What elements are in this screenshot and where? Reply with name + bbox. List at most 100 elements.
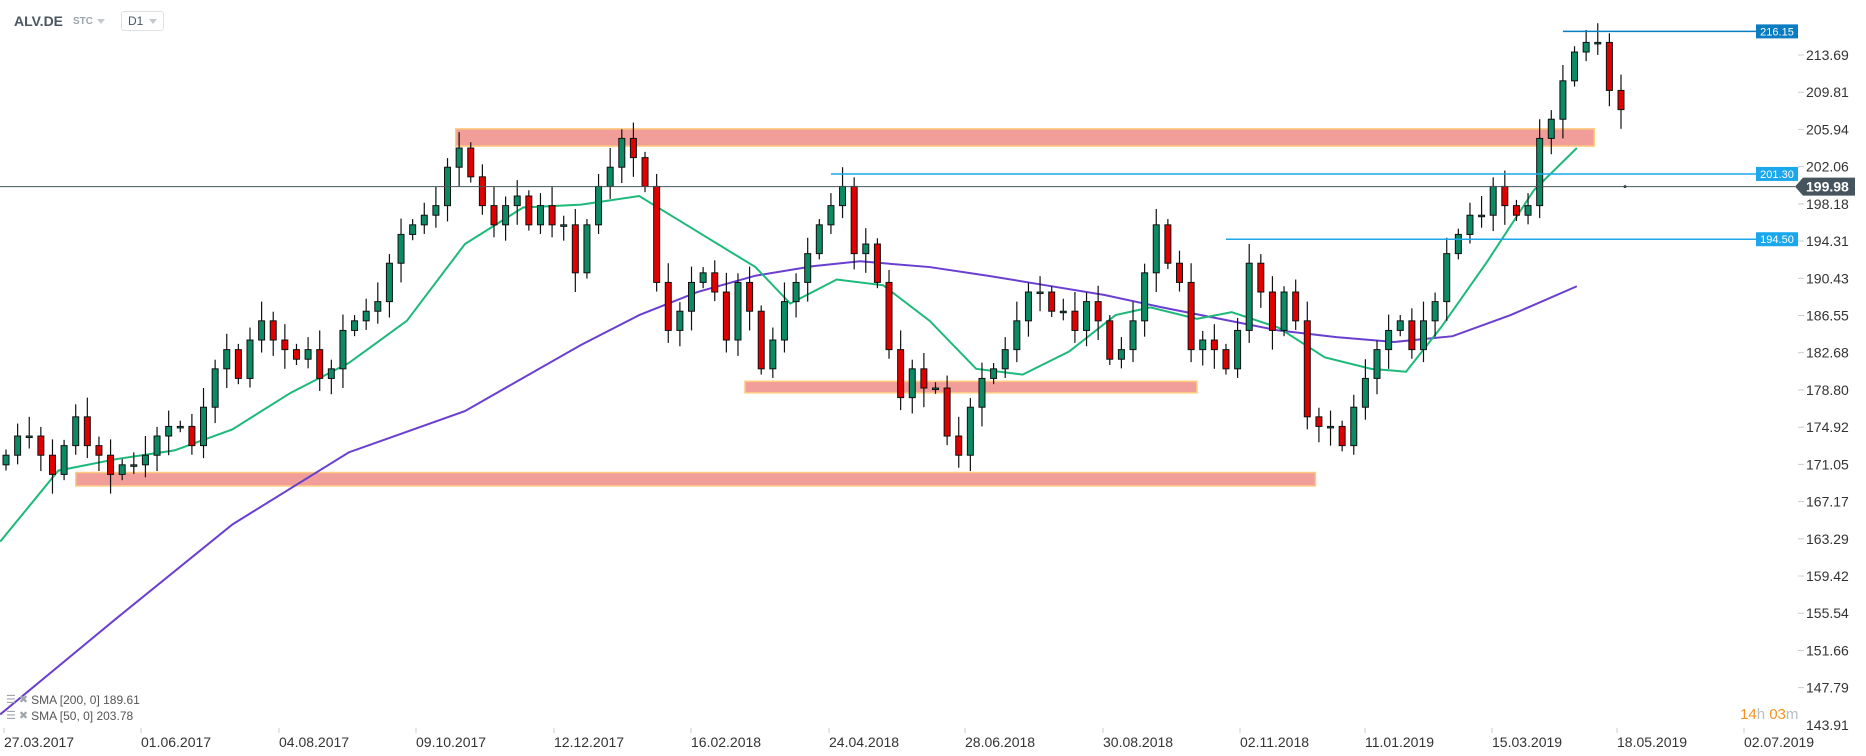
candle xyxy=(746,266,754,331)
candle-body xyxy=(1478,214,1486,218)
candle-body xyxy=(72,416,80,447)
candle-body xyxy=(1036,291,1044,295)
candle xyxy=(1083,292,1091,347)
chart-header: ALV.DE STC D1 xyxy=(14,10,165,32)
candle-body xyxy=(1013,320,1021,351)
candle xyxy=(885,269,893,359)
candle xyxy=(1373,340,1381,395)
candle xyxy=(1268,276,1276,350)
candle xyxy=(1059,298,1067,321)
symbol-label[interactable]: ALV.DE xyxy=(14,13,64,29)
y-tick-label: 205.94 xyxy=(1806,121,1849,137)
current-price-tag xyxy=(1795,177,1855,196)
candle-body xyxy=(1536,137,1544,207)
legend-sma200[interactable]: ☰ ✖ SMA [200, 0] 189.61 xyxy=(6,692,140,708)
candle xyxy=(269,311,277,356)
candle-body xyxy=(351,320,359,331)
candle xyxy=(1524,193,1532,225)
candle-body xyxy=(37,435,45,456)
candle xyxy=(444,158,452,222)
candle-body xyxy=(757,310,765,370)
candle-body xyxy=(223,349,231,370)
close-icon[interactable]: ✖ xyxy=(18,694,29,706)
candle-body xyxy=(1431,301,1439,322)
candle xyxy=(1361,359,1369,420)
candle xyxy=(467,142,475,183)
candle-body xyxy=(1141,272,1149,322)
candle-body xyxy=(14,435,22,456)
candle-body xyxy=(920,368,928,389)
candle xyxy=(955,416,963,468)
candle xyxy=(14,423,22,465)
level-price-tag xyxy=(1756,232,1798,247)
candle xyxy=(455,132,463,187)
candle xyxy=(1512,199,1520,221)
candle xyxy=(1292,279,1300,330)
candle xyxy=(1582,29,1590,62)
candle xyxy=(316,330,324,391)
candle xyxy=(595,173,603,234)
candle-body xyxy=(1454,233,1462,255)
x-tick-label: 04.08.2017 xyxy=(279,734,349,750)
y-tick-label: 186.55 xyxy=(1806,308,1849,324)
candle-body xyxy=(908,368,916,399)
candle xyxy=(920,352,928,408)
candle xyxy=(1454,228,1462,260)
candle xyxy=(118,459,126,481)
candle-body xyxy=(130,464,138,467)
candle-body xyxy=(688,281,696,312)
candle xyxy=(908,359,916,414)
candle xyxy=(83,397,91,459)
candle xyxy=(1478,196,1486,228)
candle-body xyxy=(95,445,103,456)
support-resistance-zone[interactable] xyxy=(454,128,1596,147)
candle-body xyxy=(1129,320,1137,351)
legend-sma50[interactable]: ☰ ✖ SMA [50, 0] 203.78 xyxy=(6,708,140,724)
y-tick-label: 159.42 xyxy=(1806,568,1849,584)
y-tick-label: 198.18 xyxy=(1806,196,1849,212)
candle-body xyxy=(362,310,370,322)
candle xyxy=(1489,177,1497,232)
candle-body xyxy=(653,185,661,283)
candle xyxy=(699,267,707,289)
x-tick-label: 01.06.2017 xyxy=(141,734,211,750)
timeframe-label: D1 xyxy=(128,14,144,28)
support-resistance-zone[interactable] xyxy=(744,380,1198,394)
x-tick-label: 11.01.2019 xyxy=(1365,734,1434,750)
candle xyxy=(165,410,173,456)
candle xyxy=(60,439,68,481)
candle-body xyxy=(792,281,800,303)
candle-body xyxy=(409,224,417,235)
x-tick-label: 02.11.2018 xyxy=(1240,734,1309,750)
settings-icon[interactable]: ☰ xyxy=(6,694,16,706)
timeframe-select[interactable]: D1 xyxy=(121,11,165,31)
candle xyxy=(1315,407,1323,443)
candle xyxy=(1106,315,1114,365)
candle-body xyxy=(246,339,254,379)
candle-body xyxy=(583,224,591,274)
candle-body xyxy=(978,377,986,408)
y-tick-label: 194.31 xyxy=(1806,233,1849,249)
timer-hours: 14 xyxy=(1740,706,1757,723)
settings-icon[interactable]: ☰ xyxy=(6,710,16,722)
candle-body xyxy=(525,195,533,226)
candle-body xyxy=(234,349,242,379)
y-tick-label: 143.91 xyxy=(1806,717,1849,733)
candle xyxy=(792,273,800,318)
candle xyxy=(664,263,672,343)
chart-mode-select[interactable]: STC xyxy=(73,16,106,27)
candle-body xyxy=(618,137,626,168)
support-resistance-zone[interactable] xyxy=(74,471,1317,487)
x-tick-label: 02.07.2019 xyxy=(1744,734,1814,750)
candle xyxy=(1559,64,1567,139)
current-price-label: 199.98 xyxy=(1806,179,1849,195)
candle-body xyxy=(1559,80,1567,120)
candle xyxy=(385,254,393,318)
candle-body xyxy=(141,454,149,466)
candle xyxy=(1396,315,1404,337)
candle xyxy=(1210,324,1218,369)
close-icon[interactable]: ✖ xyxy=(18,710,29,722)
candle xyxy=(1024,282,1032,337)
candle xyxy=(711,260,719,302)
